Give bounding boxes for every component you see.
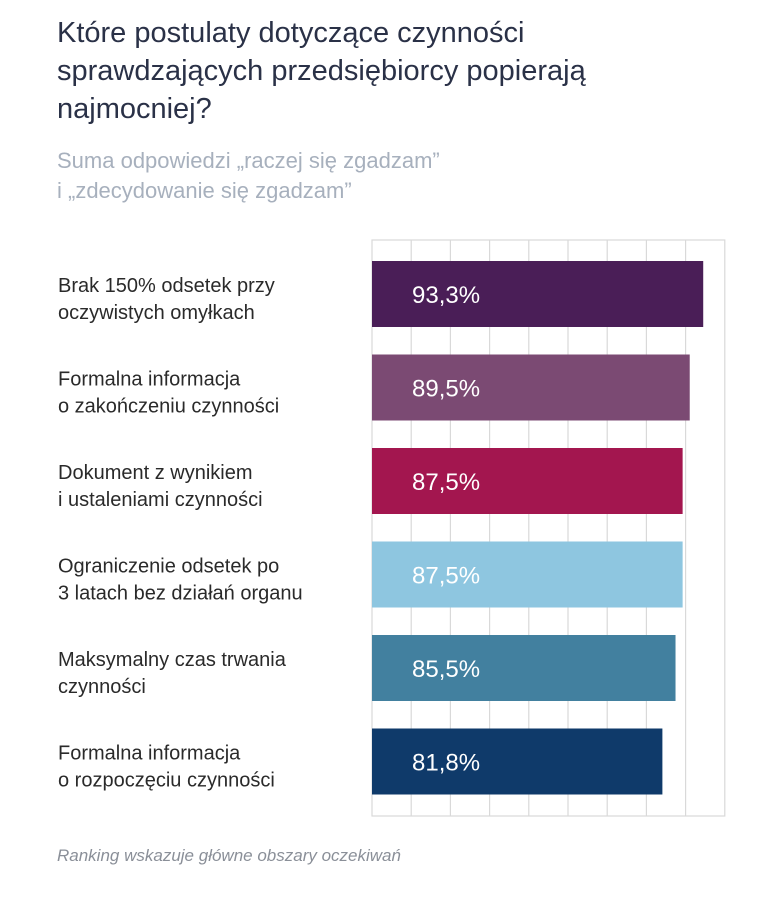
bar bbox=[372, 354, 690, 421]
footnote: Ranking wskazuje główne obszary oczekiwa… bbox=[57, 846, 401, 865]
value-label: 87,5% bbox=[412, 469, 480, 496]
bar bbox=[372, 261, 704, 327]
value-label: 89,5% bbox=[412, 376, 480, 403]
chart-subtitle: Suma odpowiedzi „raczej się zgadzam” i „… bbox=[57, 146, 737, 206]
bar bbox=[372, 728, 663, 795]
bar bbox=[372, 635, 676, 701]
plot-frame bbox=[371, 239, 726, 817]
bar bbox=[372, 541, 683, 608]
category-label: Dokument z wynikiem i ustaleniami czynnoś… bbox=[58, 462, 263, 511]
category-label: Ograniczenie odsetek po 3 latach bez dzia… bbox=[58, 556, 303, 605]
chart-title: Które postulaty dotyczące czynności spra… bbox=[57, 17, 586, 125]
category-label: Brak 150% odsetek przy oczywistych omyłka… bbox=[58, 275, 275, 324]
value-label: 81,8% bbox=[412, 750, 480, 777]
category-label: Maksymalny czas trwania czynności bbox=[58, 649, 287, 698]
bar bbox=[372, 448, 683, 514]
value-label: 85,5% bbox=[412, 656, 480, 683]
value-label: 87,5% bbox=[412, 563, 480, 590]
value-label: 93,3% bbox=[412, 282, 480, 309]
category-label: Formalna informacja o rozpoczęciu czynnoś… bbox=[58, 743, 275, 792]
subtitle-line: i „zdecydowanie się zgadzam” bbox=[57, 178, 352, 203]
category-label: Formalna informacja o zakończeniu czynnoś… bbox=[58, 369, 279, 418]
subtitle-line: Suma odpowiedzi „raczej się zgadzam” bbox=[57, 148, 440, 173]
